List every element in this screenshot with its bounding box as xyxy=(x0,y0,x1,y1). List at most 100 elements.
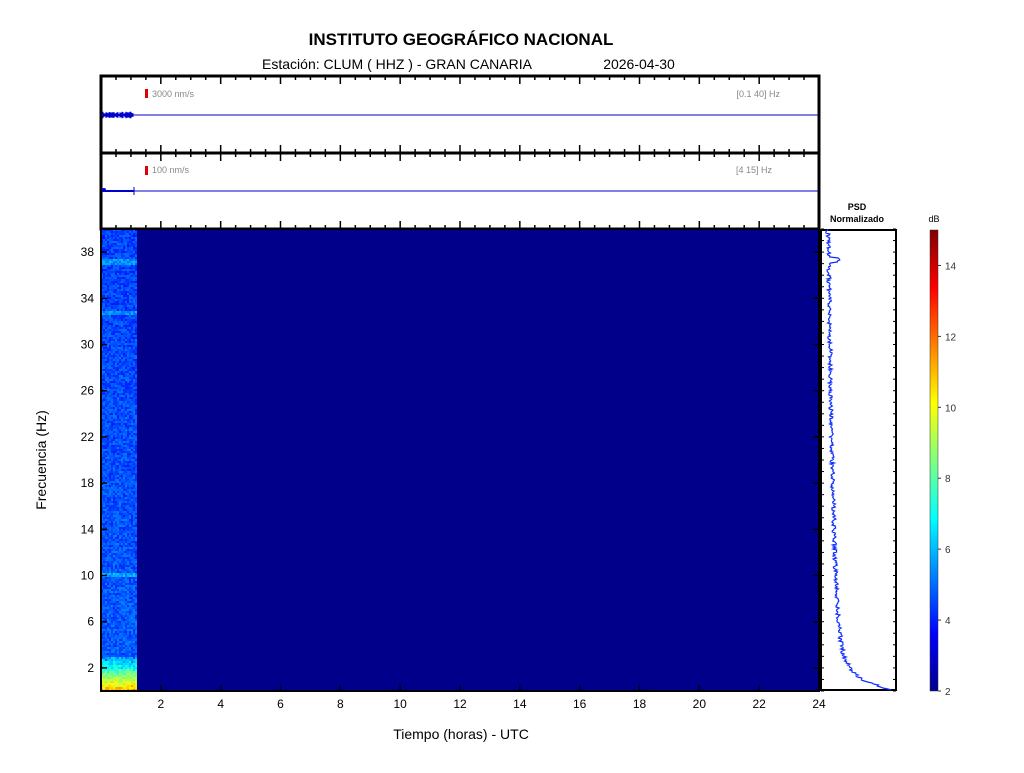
spectrogram-cell xyxy=(117,599,119,601)
spectrogram-cell xyxy=(113,253,115,255)
spectrogram-cell xyxy=(107,683,109,685)
spectrogram-cell xyxy=(107,383,109,385)
spectrogram-cell xyxy=(131,239,133,241)
spectrogram-cell xyxy=(131,609,133,611)
spectrogram-cell xyxy=(115,589,117,591)
spectrogram-cell xyxy=(127,605,129,607)
spectrogram-cell xyxy=(115,437,117,439)
spectrogram-cell xyxy=(105,585,107,587)
spectrogram-cell xyxy=(109,681,111,683)
spectrogram-cell xyxy=(129,311,131,313)
spectrogram-cell xyxy=(127,367,129,369)
psd-subtitle: Normalizado xyxy=(830,214,885,224)
spectrogram-cell xyxy=(107,241,109,243)
spectrogram-cell xyxy=(121,591,123,593)
spectrogram-cell xyxy=(123,545,125,547)
spectrogram-cell xyxy=(135,617,137,619)
spectrogram-cell xyxy=(107,641,109,643)
spectrogram-cell xyxy=(119,569,121,571)
spectrogram-cell xyxy=(107,255,109,257)
spectrogram-cell xyxy=(111,289,113,291)
spectrogram-cell xyxy=(129,421,131,423)
spectrogram-cell xyxy=(131,319,133,321)
spectrogram-cell xyxy=(125,321,127,323)
spectrogram-cell xyxy=(119,523,121,525)
spectrogram-cell xyxy=(117,503,119,505)
spectrogram-cell xyxy=(113,405,115,407)
spectrogram-cell xyxy=(103,541,105,543)
spectrogram-cell xyxy=(111,269,113,271)
spectrogram-cell xyxy=(133,589,135,591)
spectrogram-cell xyxy=(111,277,113,279)
spectrogram-cell xyxy=(117,465,119,467)
spectrogram-cell xyxy=(109,349,111,351)
spectrogram-cell xyxy=(113,377,115,379)
spectrogram-cell xyxy=(129,453,131,455)
spectrogram-cell xyxy=(109,367,111,369)
spectrogram-cell xyxy=(109,637,111,639)
spectrogram-cell xyxy=(135,339,137,341)
spectrogram-cell xyxy=(123,255,125,257)
spectrogram-cell xyxy=(107,325,109,327)
spectrogram-cell xyxy=(113,525,115,527)
spectrogram-cell xyxy=(117,331,119,333)
spectrogram-cell xyxy=(127,339,129,341)
spectrogram-cell xyxy=(109,495,111,497)
spectrogram-cell xyxy=(131,309,133,311)
spectrogram-cell xyxy=(119,397,121,399)
spectrogram-cell xyxy=(107,471,109,473)
spectrogram-cell xyxy=(123,253,125,255)
spectrogram-cell xyxy=(103,287,105,289)
spectrogram-cell xyxy=(113,565,115,567)
spectrogram-cell xyxy=(131,405,133,407)
spectrogram-cell xyxy=(113,675,115,677)
spectrogram-cell xyxy=(115,339,117,341)
spectrogram-cell xyxy=(107,329,109,331)
spectrogram-cell xyxy=(115,385,117,387)
spectrogram-cell xyxy=(117,629,119,631)
spectrogram-cell xyxy=(125,507,127,509)
spectrogram-cell xyxy=(127,651,129,653)
spectrogram-cell xyxy=(133,477,135,479)
spectrogram-cell xyxy=(113,407,115,409)
spectrogram-cell xyxy=(133,427,135,429)
spectrogram-cell xyxy=(117,641,119,643)
spectrogram-cell xyxy=(113,551,115,553)
spectrogram-cell xyxy=(125,471,127,473)
spectrogram-cell xyxy=(115,579,117,581)
spectrogram-cell xyxy=(107,479,109,481)
spectrogram-cell xyxy=(131,245,133,247)
spectrogram-cell xyxy=(103,463,105,465)
spectrogram-cell xyxy=(127,331,129,333)
spectrogram-cell xyxy=(103,421,105,423)
spectrogram-cell xyxy=(107,687,109,689)
spectrogram-cell xyxy=(109,377,111,379)
spectrogram-cell xyxy=(109,623,111,625)
spectrogram-cell xyxy=(133,657,135,659)
spectrogram-cell xyxy=(113,417,115,419)
spectrogram-cell xyxy=(111,279,113,281)
y-axis-label: Frecuencia (Hz) xyxy=(33,410,49,510)
spectrogram-cell xyxy=(115,347,117,349)
spectrogram-cell xyxy=(109,639,111,641)
spectrogram-cell xyxy=(117,627,119,629)
spectrogram-cell xyxy=(111,427,113,429)
spectrogram-cell xyxy=(119,465,121,467)
spectrogram-cell xyxy=(129,533,131,535)
spectrogram-cell xyxy=(109,417,111,419)
spectrogram-cell xyxy=(123,357,125,359)
spectrogram-cell xyxy=(103,639,105,641)
spectrogram-cell xyxy=(115,359,117,361)
spectrogram-cell xyxy=(119,387,121,389)
spectrogram-cell xyxy=(117,289,119,291)
spectrogram-cell xyxy=(103,459,105,461)
spectrogram-cell xyxy=(135,409,137,411)
spectrogram-cell xyxy=(127,681,129,683)
spectrogram-cell xyxy=(111,347,113,349)
spectrogram-cell xyxy=(125,487,127,489)
spectrogram-cell xyxy=(133,339,135,341)
spectrogram-cell xyxy=(133,377,135,379)
spectrogram-cell xyxy=(115,333,117,335)
spectrogram-cell xyxy=(109,523,111,525)
spectrogram-cell xyxy=(107,399,109,401)
